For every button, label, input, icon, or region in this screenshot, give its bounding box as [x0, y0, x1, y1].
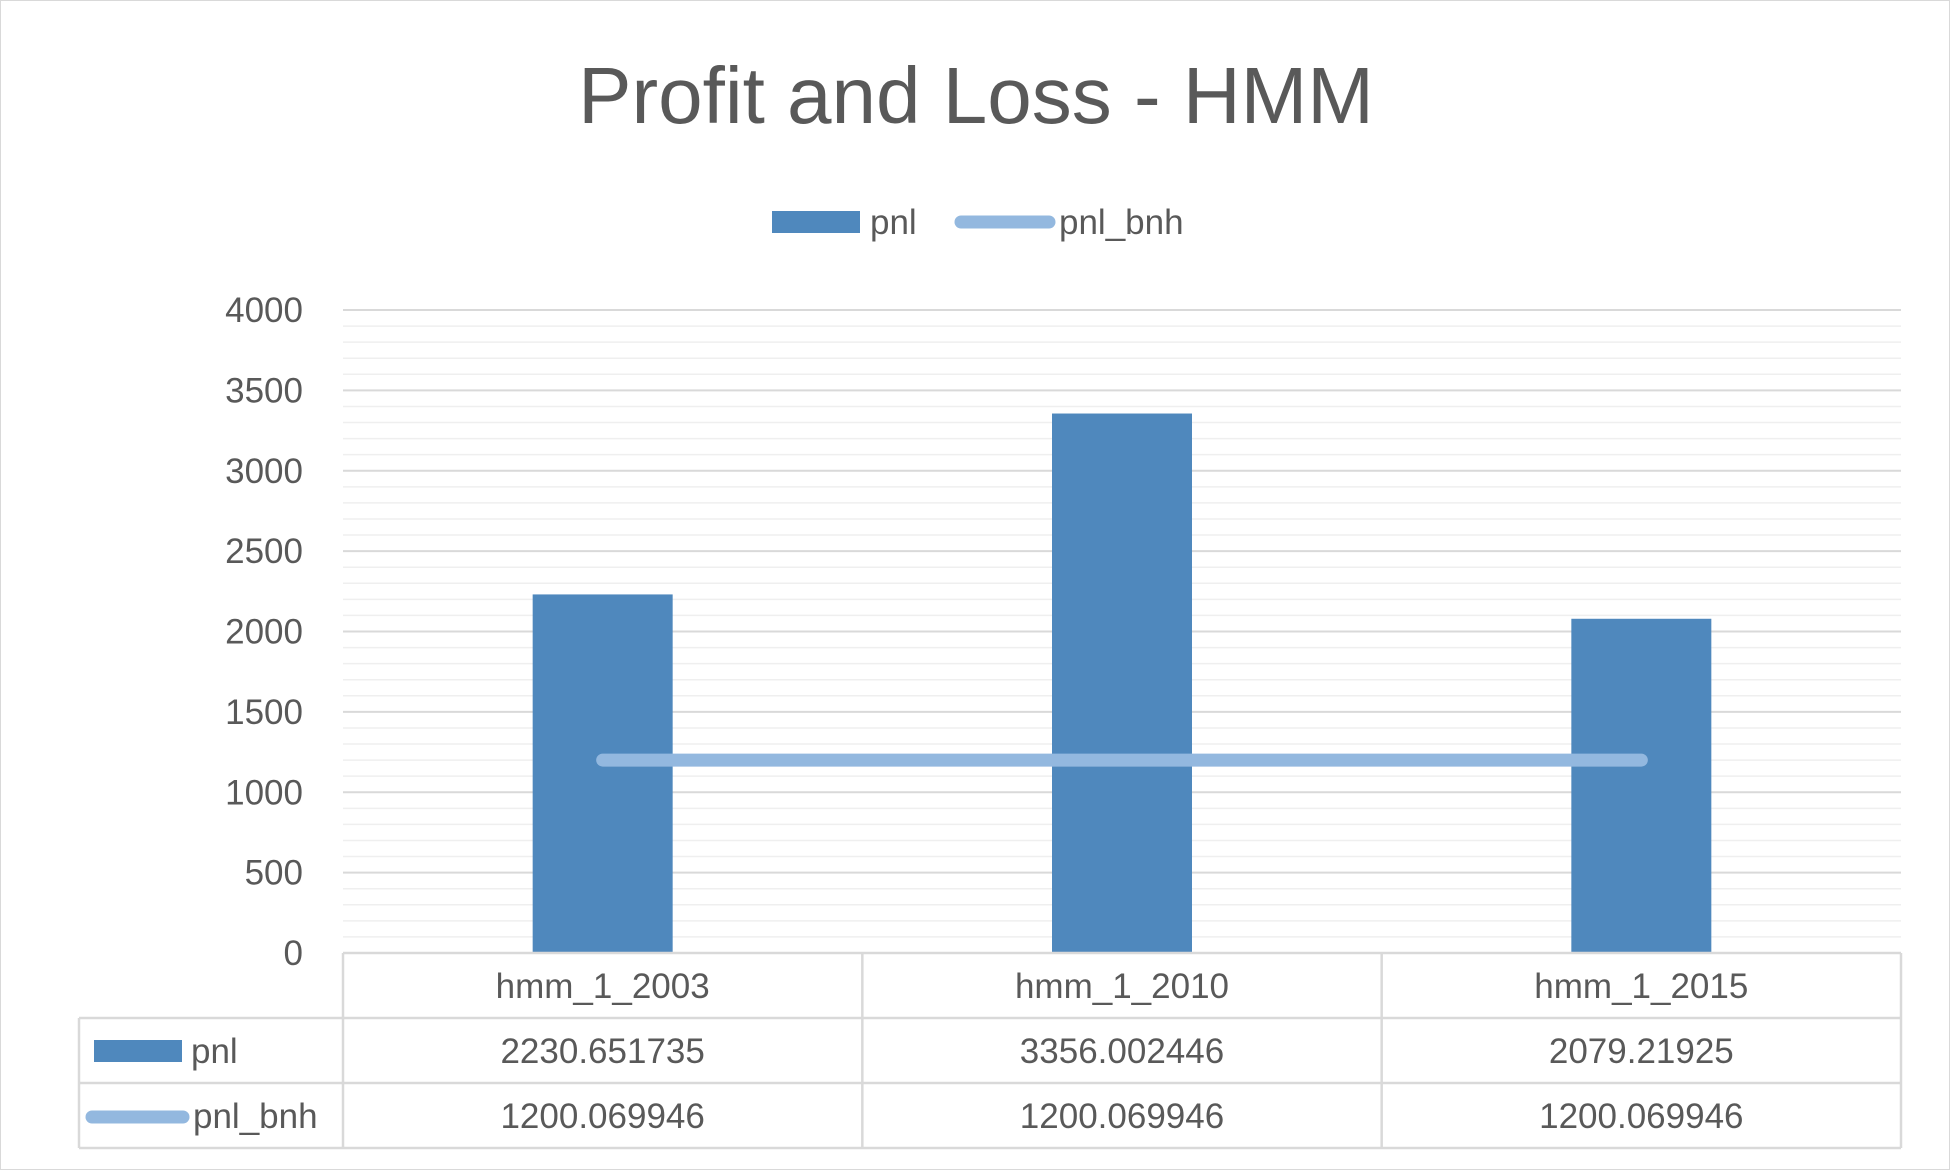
chart-title: Profit and Loss - HMM — [578, 51, 1374, 140]
bar-hmm_1_2015 — [1571, 619, 1711, 953]
y-tick-label: 1500 — [225, 693, 303, 732]
y-tick-label: 3000 — [225, 452, 303, 491]
legend-swatch-pnl — [772, 211, 860, 233]
bar-hmm_1_2010 — [1052, 414, 1192, 953]
y-tick-label: 1000 — [225, 773, 303, 812]
category-label: hmm_1_2010 — [1015, 967, 1229, 1006]
y-tick-label: 500 — [245, 854, 303, 893]
legend: pnl pnl_bnh — [772, 203, 1184, 242]
table-swatch-pnl — [94, 1040, 182, 1062]
category-label: hmm_1_2015 — [1534, 967, 1748, 1006]
table-series-label: pnl — [191, 1032, 238, 1071]
data-label: 3356.002446 — [1020, 1032, 1224, 1071]
data-label: 2230.651735 — [500, 1032, 704, 1071]
data-label: 1200.069946 — [500, 1097, 704, 1136]
y-tick-label: 2000 — [225, 613, 303, 652]
y-axis: 0 500 1000 1500 2000 2500 3000 3500 4000 — [225, 291, 303, 973]
y-tick-label: 4000 — [225, 291, 303, 330]
bar-hmm_1_2003 — [533, 594, 673, 953]
y-tick-label: 3500 — [225, 371, 303, 410]
category-label: hmm_1_2003 — [496, 967, 710, 1006]
data-label: 1200.069946 — [1020, 1097, 1224, 1136]
y-tick-label: 0 — [284, 934, 303, 973]
legend-label-pnl_bnh: pnl_bnh — [1059, 203, 1184, 242]
data-label: 1200.069946 — [1539, 1097, 1743, 1136]
y-tick-label: 2500 — [225, 532, 303, 571]
table-series-label: pnl_bnh — [193, 1097, 318, 1136]
data-label: 2079.21925 — [1549, 1032, 1734, 1071]
legend-label-pnl: pnl — [870, 203, 917, 242]
